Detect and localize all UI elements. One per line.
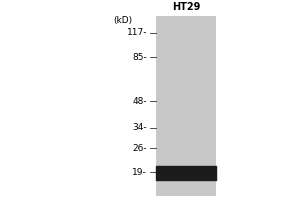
Text: 19-: 19-	[132, 168, 147, 177]
Text: (kD): (kD)	[113, 16, 132, 25]
Text: HT29: HT29	[172, 2, 200, 12]
Text: 48-: 48-	[132, 97, 147, 106]
Text: 85-: 85-	[132, 53, 147, 62]
Bar	[156, 16, 216, 196]
Text: 26-: 26-	[132, 144, 147, 153]
Text: 117-: 117-	[127, 28, 147, 37]
Text: 34-: 34-	[132, 123, 147, 132]
